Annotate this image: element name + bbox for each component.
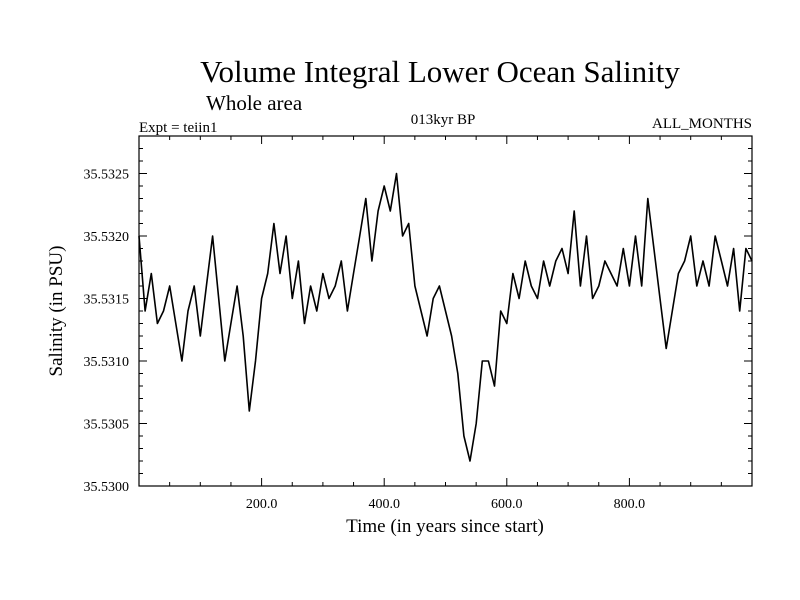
period-label: 013kyr BP: [411, 112, 476, 128]
y-axis-ticks: 35.5300 35.5305 35.5310 35.5315 35.5320 35.53…: [84, 148, 752, 495]
x-tick-label: 800.0: [614, 497, 646, 512]
x-tick-label: 400.0: [368, 497, 400, 512]
chart-title: Volume Integral Lower Ocean Salinity: [200, 54, 680, 89]
y-tick-label: 35.5305: [84, 418, 130, 433]
y-tick-label: 35.5325: [84, 168, 130, 183]
chart-subtitle: Whole area: [206, 91, 303, 115]
y-axis-label: Salinity (in PSU): [46, 246, 67, 377]
experiment-label: Expt = teiin1: [139, 120, 217, 136]
salinity-series-line: [138, 172, 753, 462]
x-tick-label: 200.0: [246, 497, 278, 512]
y-tick-label: 35.5315: [84, 293, 130, 308]
months-label: ALL_MONTHS: [652, 116, 752, 132]
y-tick-label: 35.5320: [84, 230, 130, 245]
y-tick-label: 35.5310: [84, 355, 130, 370]
x-axis-ticks: 200.0 400.0 600.0 800.0: [169, 136, 722, 512]
y-tick-label: 35.5300: [84, 480, 130, 495]
x-axis-label: Time (in years since start): [346, 516, 544, 537]
x-tick-label: 600.0: [491, 497, 523, 512]
